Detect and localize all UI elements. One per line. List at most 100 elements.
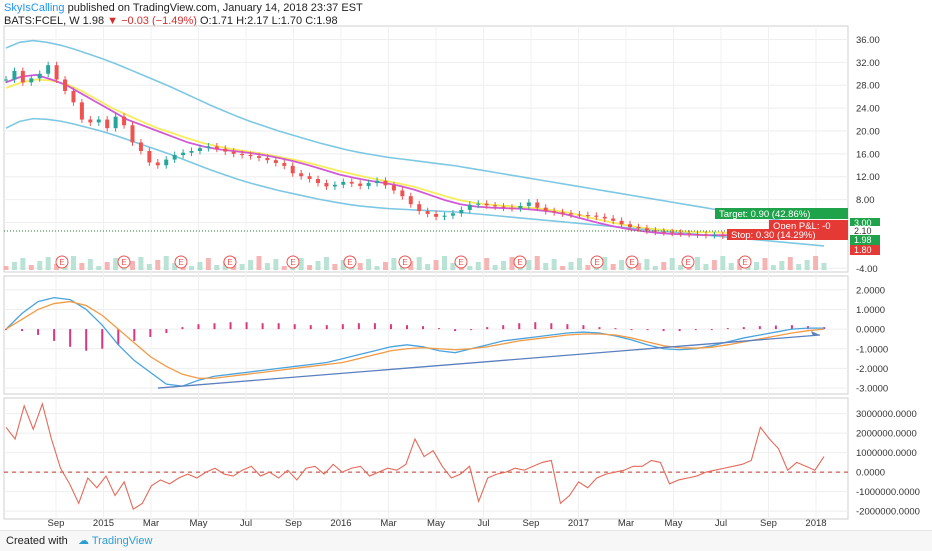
osc-y-tick: -2000000.0000 [856, 507, 920, 518]
macd-histogram-bar [293, 324, 296, 330]
macd-histogram-bar [486, 327, 489, 330]
macd-histogram-bar [85, 329, 88, 351]
price-label-text: Open P&L: -0 [773, 221, 831, 232]
earnings-marker-icon [55, 255, 69, 269]
macd-y-tick: -2.0000 [856, 364, 888, 375]
author-link[interactable]: SkyIsCalling [4, 2, 65, 14]
earnings-marker-icon [223, 255, 237, 269]
macd-histogram-bar [534, 322, 537, 330]
volume-bar [129, 261, 135, 270]
candle-body [29, 78, 34, 83]
macd-pane[interactable] [3, 275, 849, 395]
candle-body [71, 90, 76, 103]
volume-bar [70, 256, 76, 270]
volume-bar [568, 262, 574, 270]
candle-body [63, 79, 68, 91]
volume-bar [484, 258, 490, 270]
volume-bar [189, 266, 195, 270]
candle-body [316, 179, 321, 184]
candle-body [619, 220, 624, 225]
tradingview-logo[interactable]: ☁ TradingView [78, 534, 152, 547]
candle-body [509, 207, 514, 209]
macd-histogram-bar [694, 329, 697, 331]
macd-histogram-bar [117, 329, 120, 345]
volume-bar [172, 263, 178, 270]
candle-body [484, 203, 489, 206]
earnings-marker-icon [174, 255, 188, 269]
macd-histogram-bar [646, 329, 649, 331]
volume-bar [54, 264, 60, 270]
candle-body [678, 232, 683, 234]
volume-bar [475, 262, 481, 270]
candle-body [560, 212, 565, 214]
earnings-marker-label: E [290, 258, 295, 267]
volume-bar [374, 266, 380, 270]
macd-histogram-bar [566, 324, 569, 330]
volume-bar [787, 257, 793, 270]
macd-histogram-bar [518, 323, 521, 330]
trendline [157, 334, 821, 389]
candle-body [155, 162, 160, 166]
earnings-marker-label: E [742, 258, 747, 267]
volume-bar [214, 265, 220, 270]
candle-body [130, 125, 135, 143]
osc-y-tick: 3000000.0000 [856, 409, 917, 420]
macd-histogram-bar [389, 324, 392, 330]
right-price-badge [850, 226, 880, 236]
earnings-marker-label: E [402, 258, 407, 267]
x-tick: Jul [240, 518, 252, 529]
candle-body [687, 233, 692, 235]
candle-body [661, 231, 666, 233]
macd-histogram-bar [470, 329, 473, 331]
price-y-tick: 20.00 [856, 126, 880, 137]
volume-bar [138, 257, 144, 270]
candle-body [450, 213, 455, 216]
macd-histogram-bar [229, 322, 232, 330]
x-tick: Sep [760, 518, 777, 529]
down-arrow-icon: ▼ [107, 15, 119, 27]
earnings-marker-label: E [629, 258, 634, 267]
candle-body [569, 213, 574, 215]
x-tick: Mar [143, 518, 159, 529]
candle-body [256, 156, 261, 158]
right-price-badge-text: 1.98 [854, 235, 872, 245]
macd-histogram-bar [37, 329, 40, 335]
candle-body [46, 65, 51, 74]
earnings-marker-label: E [227, 258, 232, 267]
candle-body [628, 224, 633, 228]
volume-bar [804, 260, 810, 270]
chart-canvas[interactable]: E E E E E E E E E E E E E 36.00 32.00 28.00 24.00 20.00 1… [0, 0, 932, 530]
candle-body [138, 142, 143, 152]
footer-bar: Created with ☁ TradingView [0, 530, 932, 551]
candle-body [172, 155, 177, 160]
candle-body [442, 215, 447, 217]
macd-y-tick: 0.0000 [856, 325, 885, 336]
candle-body [501, 206, 506, 208]
volume-bar [264, 263, 270, 270]
candle-body [206, 146, 211, 149]
candle-body [594, 215, 599, 217]
macd-histogram-bar [149, 329, 152, 337]
macd-histogram-bar [550, 323, 553, 330]
volume-bar [711, 260, 717, 270]
macd-histogram-bar [245, 322, 248, 330]
macd-histogram-bar [710, 329, 713, 331]
symbol-label: BATS:FCEL, W [4, 15, 80, 27]
candle-body [518, 205, 523, 209]
candle-body [670, 232, 675, 234]
x-tick: Sep [48, 518, 65, 529]
volume-bar [87, 259, 93, 270]
price-y-tick: 28.00 [856, 81, 880, 92]
volume-bar [391, 258, 397, 270]
candle-body [341, 181, 346, 185]
volume-bar [307, 265, 313, 270]
volume-bar [745, 266, 751, 270]
x-tick: Mar [380, 518, 396, 529]
volume-bar [669, 258, 675, 270]
earnings-marker-icon [286, 255, 300, 269]
candle-body [425, 211, 430, 214]
macd-histogram-bar [598, 327, 601, 330]
earnings-marker-label: E [594, 258, 599, 267]
price-pane[interactable] [3, 25, 849, 273]
change-value: −0.03 (−1.49%) [121, 15, 197, 27]
